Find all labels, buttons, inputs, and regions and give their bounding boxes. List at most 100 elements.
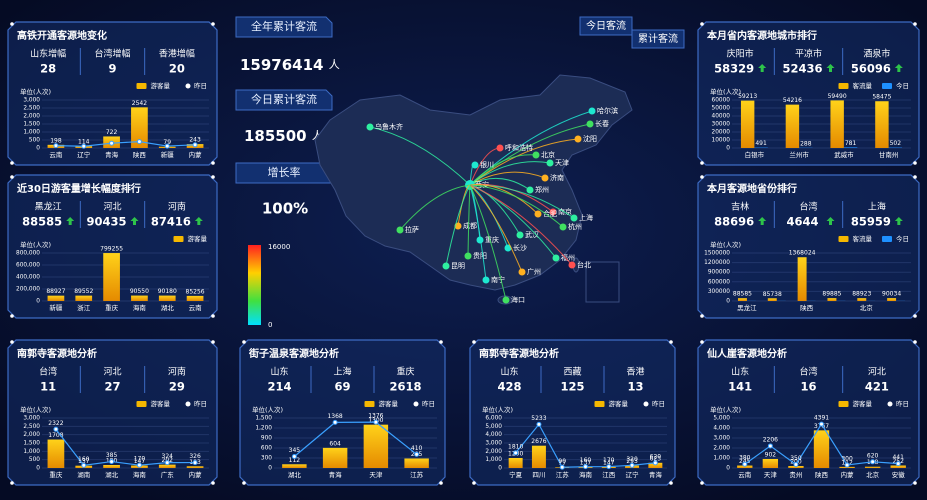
y-tick-label: 1,000 [23,130,40,136]
y-tick-label: 1,000 [713,456,730,462]
color-scale [248,245,261,325]
y-tick-label: 200,000 [16,287,40,293]
city-label: 贵阳 [473,251,487,260]
corner-dot [211,314,215,318]
bar-value-label: 79 [163,139,171,146]
flow-line [399,184,471,231]
corner-dot [10,340,14,344]
y-tick-label: 20000 [712,130,731,136]
bar [103,465,120,468]
line-value-label: 620 [867,452,879,459]
x-tick-label: 江苏 [410,470,424,479]
unit-label: 单位(人次) [710,405,741,414]
y-tick-label: 0 [726,466,730,472]
stat-value: 125 [560,380,584,394]
legend-label: 游客量 [188,234,208,243]
bar-value-label: 604 [329,440,341,447]
corner-dot [669,340,673,344]
bar [531,445,546,468]
line-value-label: 350 [790,455,802,462]
map-button[interactable] [579,16,633,36]
stat-label: 上海 [333,366,351,378]
bar-value-label: 200 [790,459,802,466]
stat-label: 庆阳市 [727,48,754,60]
bar-value-label: 137 [78,458,90,465]
stat-value: 141 [728,380,752,394]
line-point [291,454,297,459]
x-tick-label: 广东 [161,470,175,479]
city-label: 哈尔滨 [597,106,618,115]
y-tick-label: 1200000 [704,260,730,266]
kpi-label: 今日累计客流 [251,92,317,106]
line-point [136,462,142,468]
panel-title: 南郭寺客源地分析 [479,347,559,360]
line-point [629,462,635,468]
city-label: 郑州 [535,186,549,194]
y-tick-label: 3,000 [23,416,40,422]
line-point [606,464,612,470]
y-tick-label: 0 [726,299,730,305]
stat-value: 4644 [786,215,818,229]
bar [158,464,176,468]
panel-title: 本月客源地省份排行 [707,182,797,195]
trend-arrow [894,217,903,225]
bar-value-label: 112 [289,457,301,464]
y-tick-label: 900 [261,436,272,442]
city-label: 呼和浩特 [505,143,533,152]
trend-arrow [758,217,767,225]
line-value-label: 90 [558,458,566,465]
corner-dot [472,340,476,344]
line-point [192,460,198,466]
stat-value: 11 [40,380,56,394]
y-tick-label: 3,000 [713,436,730,442]
legend-label: 昨日 [194,81,207,90]
corner-dot [10,175,14,179]
stat-label: 吉林 [731,201,749,213]
corner-dot [700,481,704,485]
bar-value-label: 2676 [531,438,546,445]
map-button-label[interactable]: 累计客流 [638,32,678,45]
bar-value-label: 781 [845,140,857,147]
map-button[interactable] [631,29,685,49]
x-tick-label: 白银市 [745,150,765,159]
y-tick-label: 1,000 [485,457,502,463]
city-dot [502,296,510,304]
city-label: 武汉 [525,230,539,239]
line-value-label: 170 [134,456,146,463]
stat-value: 421 [865,380,889,394]
x-tick-label: 北京 [866,470,880,479]
bar-value-label: 502 [890,140,902,147]
stat-label: 河北 [103,201,121,213]
bar-value-label: 90034 [882,291,901,298]
kpi-number: 185500 [244,127,307,145]
legend-swatch [136,401,147,407]
corner-dot [700,161,704,165]
bar-value-label: 147 [134,458,146,465]
y-tick-label: 2,000 [23,432,40,438]
scale-label: 0 [268,321,272,329]
stat-value: 85959 [851,215,891,229]
y-tick-label: 0 [268,466,272,472]
legend-swatch [838,236,849,242]
stat-value: 58329 [714,62,754,76]
trend-arrow [758,64,767,72]
bar [158,295,176,301]
legend-swatch [413,401,419,407]
city-dot [464,252,472,260]
line-point [373,419,379,425]
line-value-label: 385 [106,452,118,459]
x-tick-label: 江苏 [556,470,570,479]
bar [830,100,844,148]
line-point [164,460,170,466]
line-value-label: 2206 [763,436,778,443]
stat-value: 2618 [389,380,421,394]
bar [47,439,65,468]
line-value-label: 1810 [508,443,523,450]
bar-value-label: 198 [50,137,62,144]
bar [857,298,867,301]
stat-label: 酒泉市 [863,48,890,60]
map-button-label[interactable]: 今日客流 [586,19,626,32]
